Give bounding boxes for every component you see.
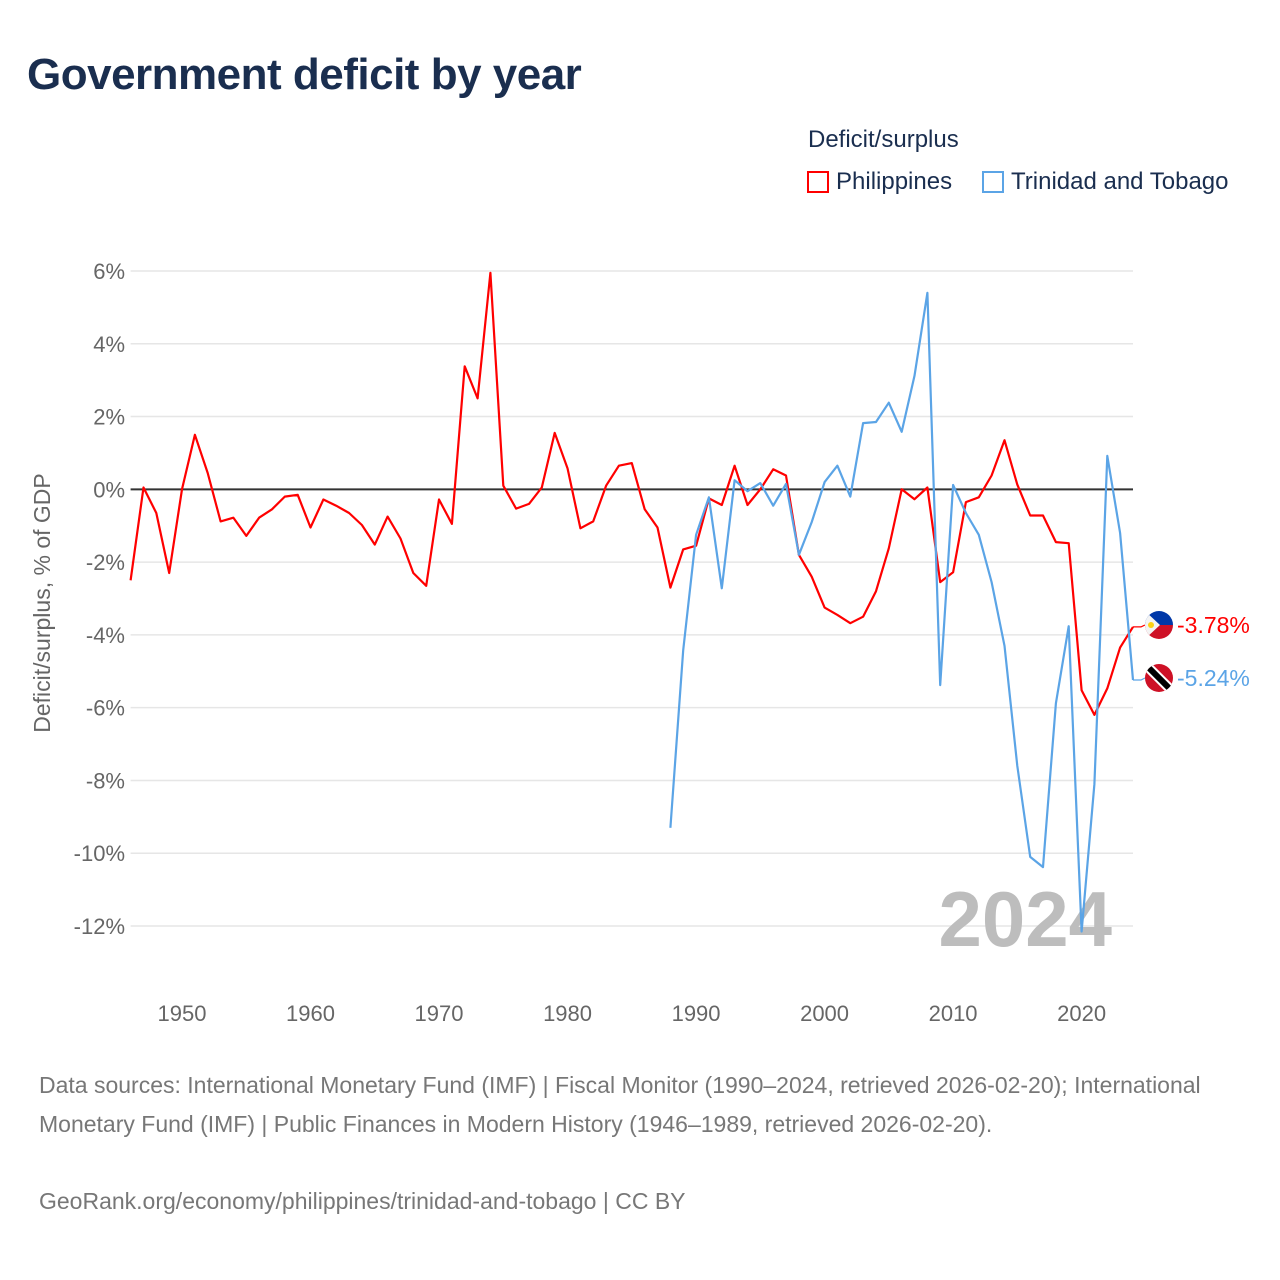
y-tick-label: 2% xyxy=(93,405,125,430)
flag-body xyxy=(1145,611,1173,639)
series-line-0 xyxy=(129,271,1134,717)
x-tick-label: 2000 xyxy=(800,1001,849,1026)
philippines-flag-icon xyxy=(1145,611,1173,639)
data-sources: Data sources: International Monetary Fun… xyxy=(39,1072,1201,1137)
y-tick-label: 6% xyxy=(93,259,125,284)
end-value-label: -5.24% xyxy=(1177,665,1250,691)
series-line-1 xyxy=(669,291,1135,933)
legend-label: Trinidad and Tobago xyxy=(1011,168,1229,195)
y-tick-label: -12% xyxy=(74,914,125,939)
flag-body xyxy=(1145,664,1173,692)
legend-item-philippines[interactable]: Philippines xyxy=(807,168,952,196)
legend-swatch-trinidad xyxy=(982,171,1004,193)
y-tick-label: -2% xyxy=(86,550,125,575)
legend-swatch-philippines xyxy=(807,171,829,193)
y-tick-label: -4% xyxy=(86,623,125,648)
x-tick-label: 1990 xyxy=(672,1001,721,1026)
y-tick-label: 4% xyxy=(93,332,125,357)
y-tick-label: -8% xyxy=(86,768,125,793)
chart-title: Government deficit by year xyxy=(27,50,582,99)
credit-link[interactable]: GeoRank.org/economy/philippines/trinidad… xyxy=(39,1188,686,1214)
x-tick-label: 1950 xyxy=(158,1001,207,1026)
y-tick-label: 0% xyxy=(93,477,125,502)
flag-sun xyxy=(1148,622,1154,628)
legend-label: Philippines xyxy=(836,168,953,195)
flag-black-band xyxy=(1145,664,1173,692)
end-value-label: -3.78% xyxy=(1177,612,1250,638)
x-tick-label: 1970 xyxy=(415,1001,464,1026)
y-tick-label: -6% xyxy=(86,696,125,721)
line-chart: 6% 4% 2% 0% -2% -4% -6% -8% -10% -12% 1950 1960 1970… xyxy=(29,259,1250,1026)
end-connector xyxy=(1133,677,1146,681)
legend-title: Deficit/surplus xyxy=(808,126,959,153)
x-tick-label: 1960 xyxy=(286,1001,335,1026)
x-tick-label: 2020 xyxy=(1057,1001,1106,1026)
y-tick-label: -10% xyxy=(74,841,125,866)
y-axis-label: Deficit/surplus, % of GDP xyxy=(29,473,55,732)
x-tick-label: 2010 xyxy=(929,1001,978,1026)
x-tick-label: 1980 xyxy=(543,1001,592,1026)
end-connector xyxy=(1133,624,1146,628)
trinidad-flag-icon xyxy=(1145,664,1173,692)
legend-item-trinidad[interactable]: Trinidad and Tobago xyxy=(982,168,1229,196)
